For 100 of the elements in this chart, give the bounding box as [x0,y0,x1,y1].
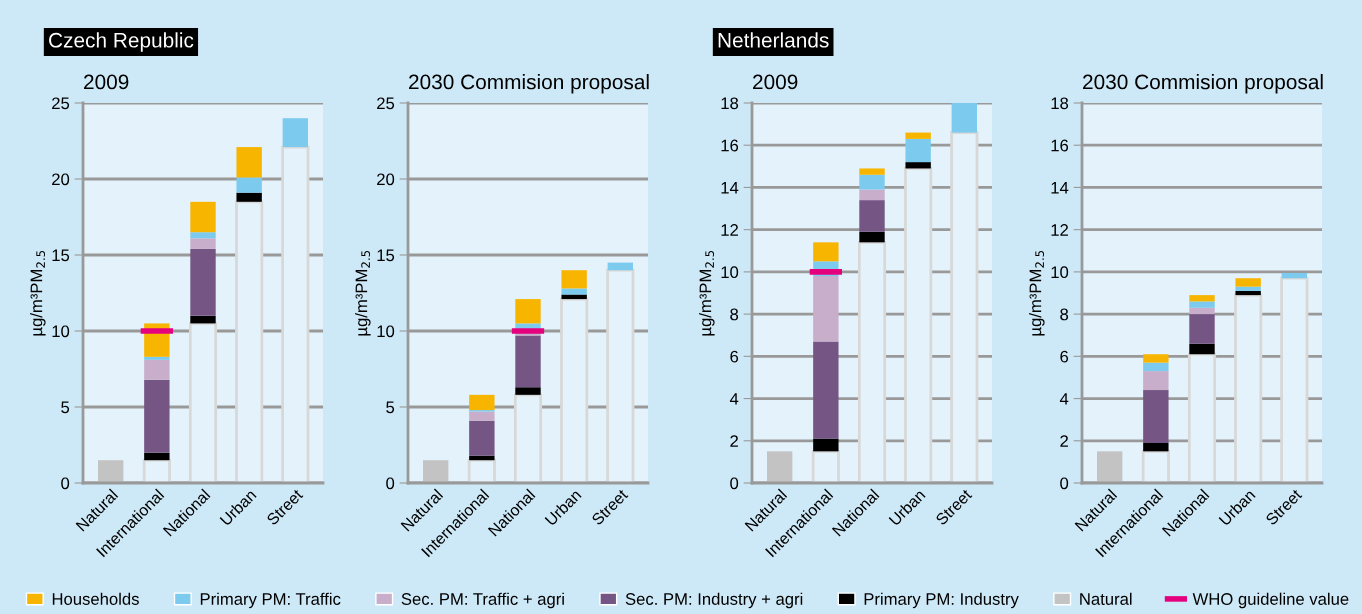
chart-title: 2009 [753,74,798,90]
y-tick-label: 15 [52,249,70,262]
y-axis-title: µg/m³PM$_{2.5}$ [699,250,715,336]
bar [561,270,587,289]
y-tick-label: 0 [1060,477,1069,490]
y-tick-label: 25 [52,97,70,110]
legend-label: Households [52,592,139,605]
bar [236,177,262,193]
bar [905,138,931,163]
bar [1235,278,1261,287]
bar [144,359,170,380]
bar [607,262,633,271]
bar [859,189,885,201]
bar [905,132,931,139]
bar [190,315,216,324]
y-tick-label: 25 [377,97,395,110]
y-tick-label: 16 [1051,139,1069,152]
bar [423,460,449,483]
y-axis-title: µg/m³PM$_{2.5}$ [355,250,371,336]
chart-title: 2009 [84,74,129,90]
bar [1097,451,1123,483]
bar [469,420,495,456]
y-tick-label: 2 [1060,435,1068,447]
chart-title: 2030 Commision proposal [409,74,649,94]
bar [1235,286,1261,291]
bar [515,387,541,395]
y-tick-label: 16 [721,139,739,152]
bar [236,147,262,178]
y-tick-label: 10 [52,325,70,338]
text: Czech Republic [49,32,194,52]
bar [1189,314,1215,344]
legend-label: Sec. PM: Traffic + agri [401,592,564,609]
y-tick-label: 10 [1051,266,1069,279]
legend-label: Natural [1080,592,1132,605]
y-tick-label: 8 [730,308,739,321]
bar [515,299,541,324]
bar [859,174,885,190]
bar [190,248,216,316]
bar [190,201,216,233]
y-tick-label: 6 [1060,350,1069,363]
bar [1143,371,1169,391]
bar [905,162,931,169]
bar [144,356,170,360]
legend-label: Primary PM: Traffic [200,592,341,609]
y-tick-label: 5 [61,401,70,414]
y-tick-label: 12 [721,224,738,236]
bar [859,168,885,175]
bar [1189,343,1215,355]
bar [1143,390,1169,443]
y-tick-label: 14 [721,182,739,194]
bar [561,288,587,295]
bar [515,335,541,388]
text: Netherlands [718,32,829,48]
y-tick-label: 0 [730,477,739,490]
bar [1281,272,1307,279]
bar [951,103,977,133]
chart-title: 2030 Commision proposal [1083,74,1323,94]
y-tick-label: 0 [61,477,70,490]
bar [282,118,308,148]
bar [98,460,124,483]
bar [813,341,839,439]
y-tick-label: 15 [377,249,395,262]
y-axis-title: µg/m³PM$_{2.5}$ [30,250,46,336]
bar [469,411,495,421]
y-tick-label: 20 [52,173,70,186]
bar [469,394,495,411]
bar [144,379,170,453]
bar [190,232,216,239]
y-tick-label: 5 [386,401,395,414]
legend-label: Sec. PM: Industry + agri [625,592,803,609]
y-tick-label: 0 [386,477,395,490]
bar [1143,354,1169,363]
y-tick-label: 4 [729,393,739,405]
y-tick-label: 4 [1059,393,1069,405]
bar [813,276,839,342]
bar [469,455,495,461]
y-tick-label: 18 [1051,97,1069,110]
y-tick-label: 12 [1051,224,1068,236]
bar [813,438,839,452]
bar [1235,290,1261,296]
bar [144,452,170,461]
legend-label: WHO guideline value [1192,592,1349,609]
bar [1189,295,1215,302]
y-tick-label: 14 [1051,182,1069,194]
bar [236,192,262,202]
y-tick-label: 6 [730,350,739,363]
y-tick-label: 2 [730,435,738,447]
bar [561,294,587,300]
bar [1189,307,1215,315]
bar [859,231,885,243]
legend-label: Primary PM: Industry [864,592,1019,609]
y-tick-label: 10 [377,325,395,338]
bar [1143,362,1169,372]
y-tick-label: 20 [377,173,395,186]
bar [767,451,793,483]
y-tick-label: 10 [721,266,739,279]
bar [859,200,885,232]
bar [1189,301,1215,308]
y-tick-label: 8 [1060,308,1069,321]
y-tick-label: 18 [721,97,739,110]
